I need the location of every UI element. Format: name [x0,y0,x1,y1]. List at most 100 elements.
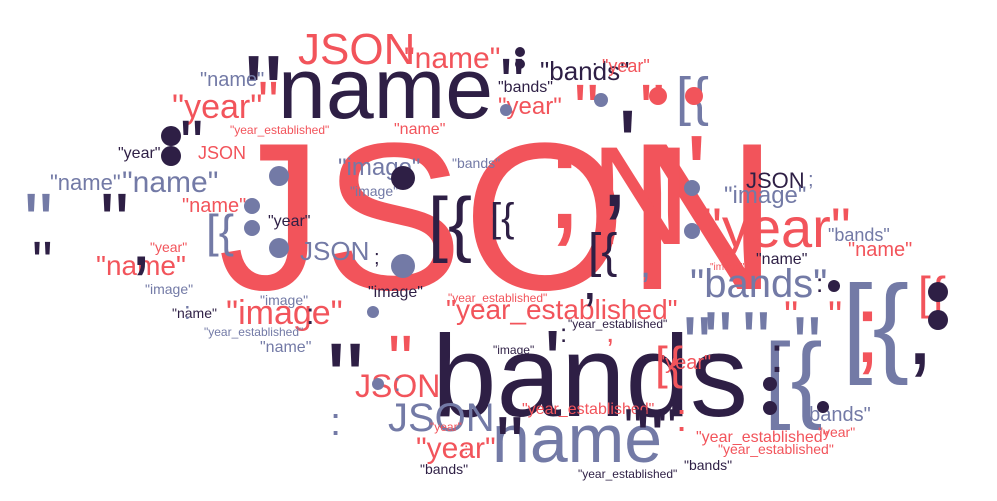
cloud-word: bands [432,311,749,441]
cloud-word: "name" [122,166,219,199]
cloud-word: : [464,441,469,458]
colon-dot [161,146,181,166]
cloud-word: ; [374,247,380,269]
cloud-word: "bands" [420,461,469,477]
cloud-word: [{ [490,196,515,240]
cloud-word: "name" [200,69,265,91]
cloud-word: "year" [172,88,263,126]
cloud-word: "year_established" [696,429,829,446]
cloud-word: " [793,300,822,389]
cloud-word: ' [686,113,708,236]
cloud-word: "year" [150,239,188,255]
cloud-word: [{ [842,263,910,386]
cloud-word: , [640,242,652,286]
colon-dot [928,310,948,330]
cloud-word: [{ [588,225,618,278]
cloud-word: JSON [388,396,495,440]
cloud-word: ; [854,276,881,383]
cloud-word: : [394,370,401,397]
cloud-word: "name" [756,251,808,268]
cloud-word: , [600,112,630,229]
colon-dot [367,306,379,318]
cloud-word: "year" [602,56,650,76]
colon-dot [515,59,525,69]
cloud-word: "name" [848,239,913,261]
cloud-word: name [278,41,494,137]
cloud-word: "image" [493,343,535,357]
cloud-word: "image" [368,284,423,301]
cloud-word: "bands" [540,56,630,86]
cloud-word: "year" [430,420,462,434]
cloud-word: ; [808,169,814,191]
cloud-word: JSON [300,236,370,266]
colon-dot [244,198,260,214]
colon-dot [515,47,525,57]
cloud-word: , [582,248,598,311]
cloud-word: "year_established" [718,441,834,457]
cloud-word: : [560,318,568,348]
cloud-word: : [770,327,784,383]
cloud-word: " [683,300,712,389]
cloud-word: "year" [416,432,496,465]
cloud-word: N [590,117,692,274]
cloud-word: "name" [260,339,312,356]
cloud-word: JSON [298,25,416,74]
cloud-word: "image" [145,281,194,297]
colon-dot [161,126,181,146]
cloud-word: JSON [746,168,805,193]
cloud-word: "image" [226,294,343,332]
cloud-word: : [306,298,315,331]
cloud-word: "bands" [684,457,733,473]
cloud-word: " [742,295,771,384]
cloud-word: "year" [702,196,851,259]
cloud-word: "image" [724,182,807,209]
cloud-word: ' [618,90,638,202]
cloud-word: "year" [268,213,311,230]
colon-dot [391,254,415,278]
colon-dot [649,87,667,105]
cloud-word: "bands" [828,225,890,245]
colon-dot [391,166,415,190]
cloud-word: "name" [394,121,446,138]
cloud-word: " [496,400,524,488]
colon-dot [244,220,260,236]
cloud-word: " [24,177,54,268]
cloud-word: "bands" [690,262,828,306]
cloud-word: [{ [206,205,235,257]
cloud-word: " [32,230,53,295]
cloud-word: "year_established" [448,291,548,305]
cloud-word: JSON [355,368,441,404]
cloud-word: ; [545,101,584,258]
cloud-word: " [100,177,130,268]
cloud-word: [{ [655,337,684,389]
colon-dot [928,282,948,302]
cloud-word: " [784,294,799,338]
cloud-word: "name" [182,195,247,217]
colon-dot [817,401,829,413]
cloud-word: "name" [404,42,501,75]
cloud-word: "bands" [452,155,501,171]
cloud-word: "bands" [498,79,553,96]
cloud-word: : [676,396,688,440]
cloud-word: "name" [172,305,217,321]
cloud-word: , [606,316,615,349]
cloud-word: "image" [260,292,309,308]
cloud-word: " [244,33,284,156]
cloud-word: "year_established" [522,401,655,418]
cloud-word: "year_established" [578,467,678,481]
cloud-word: "image" [710,262,745,273]
colon-dot [684,223,700,239]
cloud-word: "year_established" [204,325,304,339]
cloud-word: "year_established" [446,294,678,325]
cloud-word: " [658,399,677,457]
colon-dot [269,238,289,258]
colon-dot [685,87,703,105]
cloud-word: " [258,70,279,135]
cloud-word: " [704,295,733,384]
cloud-word: name [492,401,663,477]
cloud-word: "name" [96,250,186,281]
cloud-word: : [816,268,824,298]
cloud-word: "image" [350,183,399,199]
